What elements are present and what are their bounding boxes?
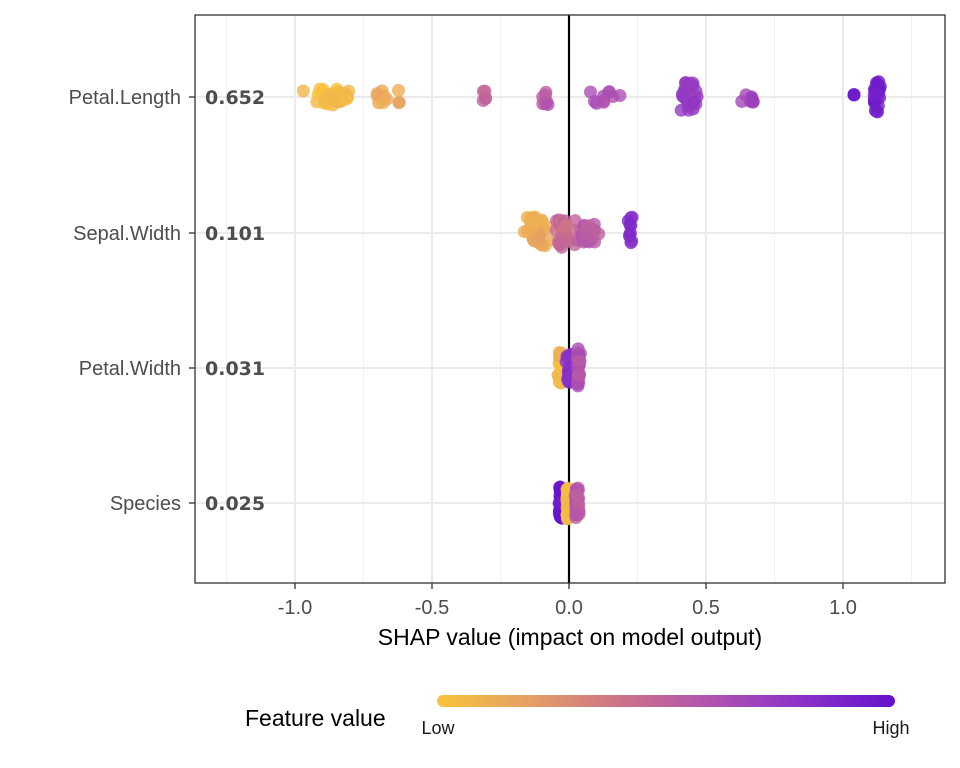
shap-point [597, 95, 611, 109]
shap-point [624, 219, 638, 232]
shap-point [847, 88, 861, 102]
shap-point [869, 86, 883, 100]
feature-importance-label: 0.101 [205, 223, 265, 245]
shap-point [541, 98, 555, 111]
shap-point [376, 96, 390, 110]
shap-point [554, 236, 568, 250]
shap-point [579, 227, 592, 240]
shap-point [674, 103, 688, 117]
shap-point [524, 214, 538, 228]
shap-point [572, 369, 586, 383]
shap-point [613, 89, 627, 102]
x-axis: -1.0 -0.5 0.0 0.5 1.0 [278, 583, 857, 619]
shap-point [476, 94, 490, 107]
shap-point [676, 89, 690, 103]
y-axis: Petal.Length Sepal.Width Petal.Width Specie… [69, 87, 195, 515]
shap-point [559, 355, 573, 369]
feature-label: Sepal.Width [73, 223, 181, 245]
x-tick-label: -1.0 [278, 597, 312, 619]
shap-point [392, 83, 405, 97]
legend-low-label: Low [421, 718, 455, 738]
feature-label: Petal.Length [69, 87, 181, 109]
shap-point [330, 93, 344, 107]
shap-point [570, 488, 584, 502]
x-tick-label: 1.0 [829, 597, 857, 619]
shap-point [517, 225, 531, 239]
shap-point [370, 87, 384, 100]
feature-label: Petal.Width [79, 358, 181, 380]
shap-point [560, 218, 574, 232]
x-tick-label: -0.5 [415, 597, 449, 619]
shap-point [296, 84, 310, 98]
legend-title: Feature value [245, 705, 386, 731]
shap-point [746, 94, 760, 108]
shap-point [592, 227, 606, 241]
shap-point [870, 76, 883, 90]
shap-point [571, 498, 585, 512]
shap-point [871, 99, 885, 113]
shap-point [531, 231, 545, 245]
shap-point [679, 76, 693, 90]
feature-label: Species [110, 493, 181, 515]
feature-importance-label: 0.031 [205, 358, 265, 380]
legend-high-label: High [872, 718, 909, 738]
shap-point [570, 508, 584, 522]
shap-point [320, 89, 334, 103]
shap-point [392, 95, 406, 109]
color-legend: Feature value Low High [245, 695, 910, 738]
shap-point [572, 354, 586, 368]
legend-color-bar [437, 695, 895, 707]
plot-panel-border [194, 14, 946, 584]
points-layer [296, 75, 887, 526]
feature-importance-label: 0.025 [205, 493, 265, 515]
shap-point [584, 85, 597, 99]
shap-point [340, 92, 354, 106]
x-axis-title: SHAP value (impact on model output) [378, 624, 762, 650]
feature-importance-label: 0.652 [205, 87, 265, 109]
x-tick-label: 0.5 [692, 597, 720, 619]
shap-point [571, 379, 585, 393]
x-tick-label: 0.0 [555, 597, 583, 619]
shap-point [689, 97, 703, 111]
shap-point [624, 236, 638, 250]
shap-point [602, 85, 616, 99]
shap-point [735, 94, 749, 108]
